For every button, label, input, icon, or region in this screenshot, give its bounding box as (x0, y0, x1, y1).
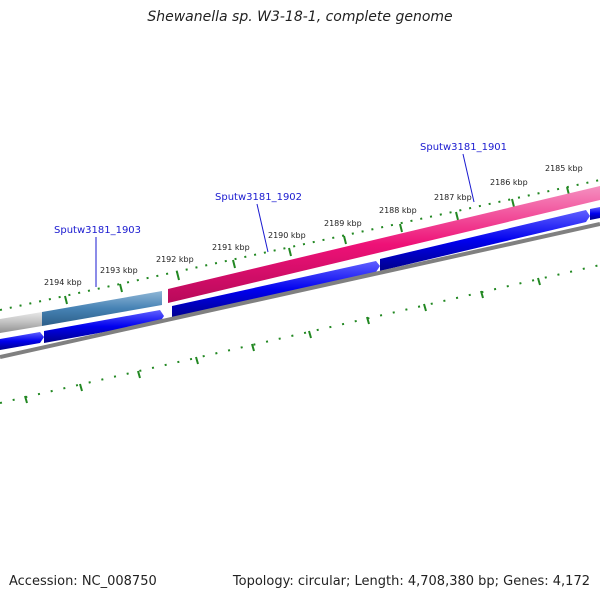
inner-tick-h (423, 303, 427, 312)
locus-label-1902[interactable]: Sputw3181_1902 (215, 192, 302, 203)
cds-arrow-1[interactable] (0, 332, 44, 350)
inner-tick-i (480, 290, 484, 299)
inner-tick-j (537, 277, 541, 286)
cds-arrow-3[interactable] (172, 261, 380, 319)
inner-tick-ruler (0, 264, 600, 404)
cds-track (0, 207, 600, 350)
tick-2189 (343, 235, 347, 245)
inner-tick-a (24, 395, 28, 404)
inner-tick-e (251, 343, 255, 352)
tick-2190 (288, 247, 292, 257)
tick-2193 (119, 283, 123, 293)
scale-labels: 2194 kbp 2193 kbp 2192 kbp 2191 kbp 2190… (44, 164, 583, 287)
outer-tick-line (0, 179, 600, 311)
cds-arrow-5[interactable] (590, 207, 600, 220)
tick-2191 (232, 259, 236, 269)
tick-2192 (176, 271, 180, 281)
genome-title: Shewanella sp. W3-18-1, complete genome (147, 9, 453, 25)
scale-label-2191: 2191 kbp (212, 243, 250, 252)
scale-label-2190: 2190 kbp (268, 231, 306, 240)
scale-label-2192: 2192 kbp (156, 255, 194, 264)
locus-label-1901[interactable]: Sputw3181_1901 (420, 142, 507, 153)
feature-track-outer (0, 186, 600, 333)
locus-label-1903[interactable]: Sputw3181_1903 (54, 225, 141, 236)
accession-label: Accession: NC_008750 (9, 574, 157, 589)
outer-tick-ruler (0, 179, 600, 311)
scale-label-2193: 2193 kbp (100, 266, 138, 275)
locus-leader-1902 (256, 203, 269, 253)
locus-labels: Sputw3181_1903 Sputw3181_1902 Sputw3181_… (54, 142, 507, 287)
feature-pink[interactable] (168, 186, 600, 303)
locus-leader-1901 (462, 153, 475, 203)
scale-label-2194: 2194 kbp (44, 278, 82, 287)
scale-label-2187: 2187 kbp (434, 193, 472, 202)
tick-2188 (399, 223, 403, 233)
scale-label-2186: 2186 kbp (490, 178, 528, 187)
tick-2194 (64, 295, 68, 305)
cds-arrow-2[interactable] (44, 310, 164, 343)
tick-2186 (511, 198, 515, 208)
feature-steelblue[interactable] (42, 291, 162, 326)
inner-tick-b (79, 383, 83, 392)
scale-label-2185: 2185 kbp (545, 164, 583, 173)
cds-arrow-4[interactable] (380, 210, 590, 271)
inner-tick-g (366, 316, 370, 325)
inner-tick-d (195, 356, 199, 365)
backbone-line (0, 222, 600, 359)
inner-tick-f (308, 330, 312, 339)
scale-label-2189: 2189 kbp (324, 219, 362, 228)
tick-2187 (455, 211, 459, 221)
scale-label-2188: 2188 kbp (379, 206, 417, 215)
feature-gray[interactable] (0, 312, 42, 333)
inner-tick-c (137, 370, 141, 379)
genome-info-label: Topology: circular; Length: 4,708,380 bp… (232, 574, 590, 589)
